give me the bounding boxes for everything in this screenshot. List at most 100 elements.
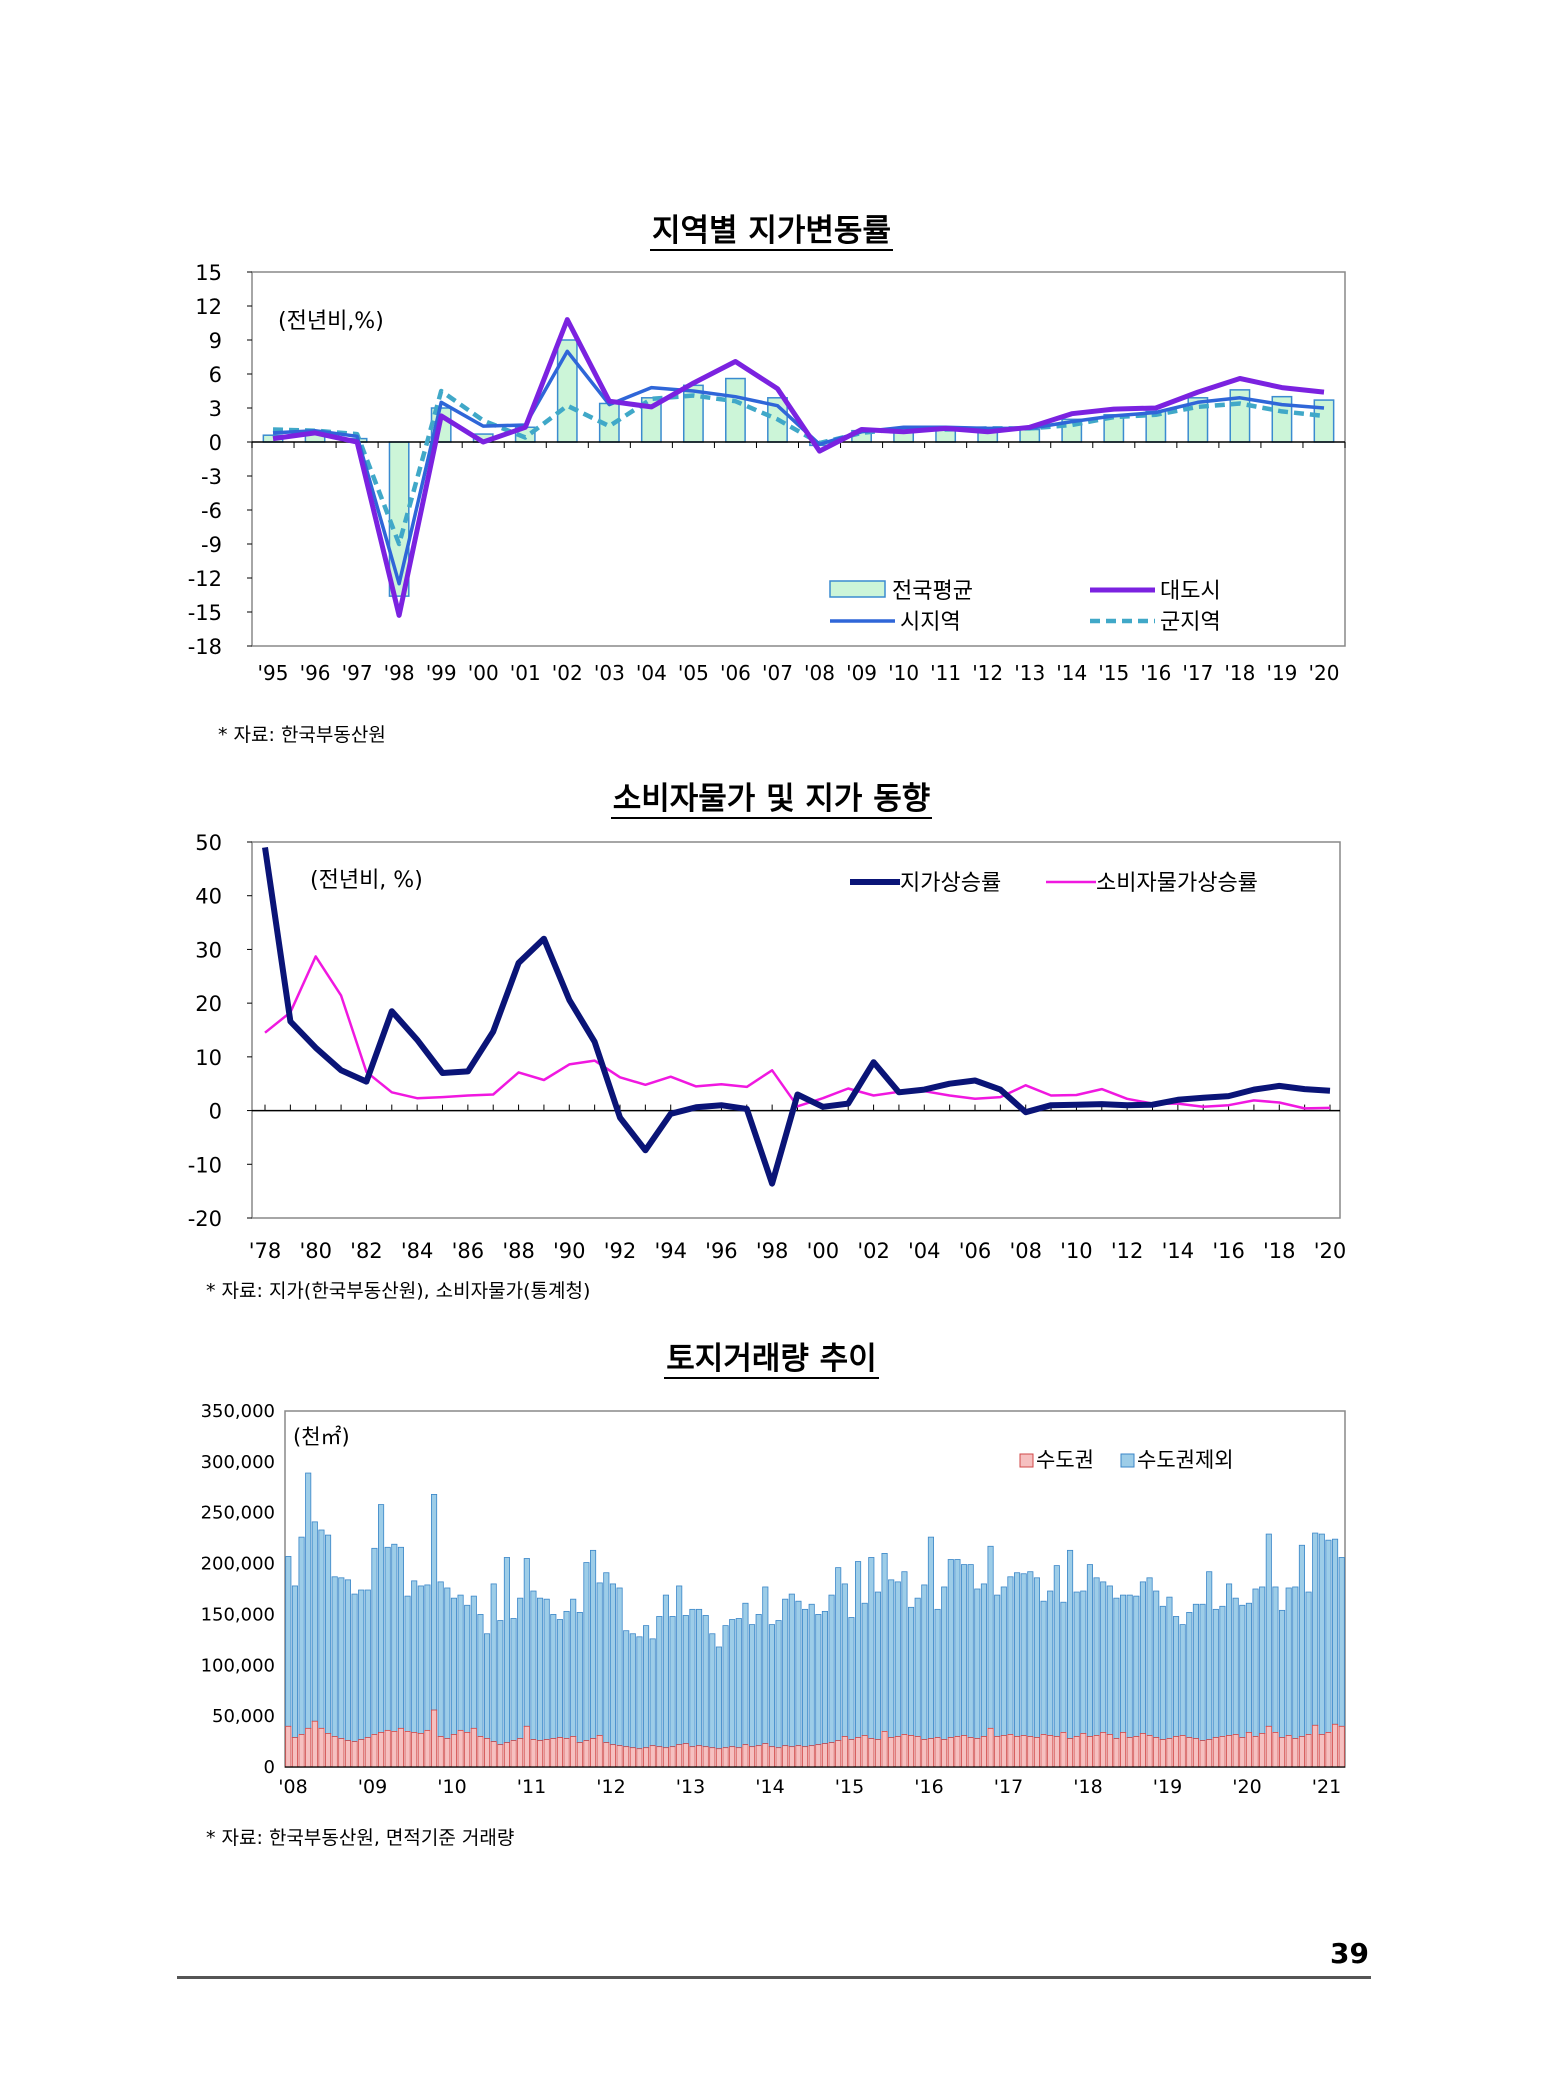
chart3-bar-non-metro xyxy=(656,1616,663,1748)
chart1-legend-swatch-national xyxy=(829,580,886,598)
chart3-bar-metro xyxy=(1325,1732,1332,1768)
chart3-bar-metro xyxy=(1298,1736,1305,1768)
chart2-y-tick-label: 20 xyxy=(195,992,222,1016)
chart3-bar-metro xyxy=(298,1734,305,1768)
chart3-bar-non-metro xyxy=(1040,1600,1047,1735)
chart2-y-tick-label: 50 xyxy=(195,831,222,855)
chart3-bar-metro xyxy=(1285,1735,1292,1768)
chart3-bar-non-metro xyxy=(643,1625,650,1749)
chart3-legend-label-non-metro: 수도권제외 xyxy=(1137,1448,1234,1472)
chart3-bar-non-metro xyxy=(1000,1586,1007,1736)
chart3-bar-non-metro xyxy=(855,1561,862,1738)
chart3-bar-non-metro xyxy=(868,1557,875,1739)
chart1-source: * 자료: 한국부동산원 xyxy=(218,724,386,746)
chart3-bar-non-metro xyxy=(709,1633,716,1749)
chart2-unit-note: (전년비, %) xyxy=(310,868,423,893)
chart3-bar-metro xyxy=(1252,1736,1259,1768)
chart3-bar-non-metro xyxy=(980,1583,987,1737)
chart3-bar-non-metro xyxy=(802,1608,809,1748)
chart3-bar-non-metro xyxy=(497,1620,504,1746)
chart3-bar-metro xyxy=(868,1738,875,1768)
chart1-legend-label-metro: 대도시 xyxy=(1160,579,1221,604)
chart3-bar-non-metro xyxy=(550,1614,557,1739)
chart3-bar-non-metro xyxy=(1305,1591,1312,1735)
chart3-bar-non-metro xyxy=(325,1534,332,1734)
chart3-bar-metro xyxy=(1166,1738,1173,1768)
chart2-x-tick-label: '00 xyxy=(807,1239,840,1263)
chart3-bar-non-metro xyxy=(901,1571,908,1735)
chart3-bar-non-metro xyxy=(768,1624,775,1748)
chart2-x-tick-label: '80 xyxy=(299,1239,332,1263)
chart3-bar-non-metro xyxy=(1332,1538,1339,1725)
chart3-bar-metro xyxy=(616,1745,623,1768)
chart3-bar-non-metro xyxy=(835,1567,842,1741)
chart3-bar-metro xyxy=(411,1732,418,1768)
chart3-bar-metro xyxy=(1100,1732,1107,1768)
chart3-bar-non-metro xyxy=(894,1581,901,1737)
chart3-bar-metro xyxy=(331,1736,338,1768)
chart3-bar-non-metro xyxy=(510,1618,517,1741)
chart1-y-tick-label: 0 xyxy=(209,431,222,455)
chart3-bar-non-metro xyxy=(715,1646,722,1750)
chart3-bar-metro xyxy=(662,1747,669,1768)
chart3-bar-metro xyxy=(1173,1736,1180,1768)
chart3-bar-non-metro xyxy=(1067,1549,1074,1739)
chart3-bar-metro xyxy=(974,1738,981,1768)
chart3-bar-non-metro xyxy=(1279,1609,1286,1738)
chart3-bar-metro xyxy=(1219,1736,1226,1768)
chart3-y-tick-label: 250,000 xyxy=(201,1503,275,1524)
chart3-bar-metro xyxy=(291,1737,298,1768)
chart3-legend-label-metro: 수도권 xyxy=(1036,1448,1094,1472)
chart2-x-tick-label: '94 xyxy=(654,1239,687,1263)
chart2-x-tick-label: '86 xyxy=(452,1239,485,1263)
chart1-legend-label-national: 전국평균 xyxy=(892,579,973,604)
chart3-bar-non-metro xyxy=(570,1598,577,1737)
chart3-bar-metro xyxy=(523,1725,530,1768)
chart3-y-tick-label: 100,000 xyxy=(201,1655,275,1676)
chart3-bar-metro xyxy=(537,1740,544,1768)
chart3-bar-metro xyxy=(344,1740,351,1768)
chart3-bar-non-metro xyxy=(762,1586,769,1745)
chart3-bar-non-metro xyxy=(490,1583,497,1742)
chart3-x-tick-label: '12 xyxy=(596,1776,625,1798)
chart3-bar-non-metro xyxy=(1219,1605,1226,1737)
chart3-bar-non-metro xyxy=(457,1594,464,1731)
chart3-unit-note: (천㎡) xyxy=(293,1425,350,1449)
chart3-bar-metro xyxy=(503,1742,510,1768)
footer-rule xyxy=(177,1976,1371,1979)
chart3-bar-non-metro xyxy=(503,1557,510,1743)
chart2-x-tick-label: '12 xyxy=(1111,1239,1144,1263)
chart3-bar-metro xyxy=(318,1727,325,1768)
chart3-bar-non-metro xyxy=(961,1564,968,1736)
chart3-bar-non-metro xyxy=(537,1597,544,1741)
chart3-bar-non-metro xyxy=(1133,1595,1140,1737)
chart3-bar-metro xyxy=(1033,1737,1040,1768)
chart3-bar-metro xyxy=(1080,1733,1087,1768)
chart3-bar-non-metro xyxy=(662,1594,669,1749)
chart3-bar-non-metro xyxy=(1073,1591,1080,1737)
chart2-x-tick-label: '92 xyxy=(604,1239,637,1263)
chart1-y-tick-label: 9 xyxy=(209,329,222,353)
chart3-bar-non-metro xyxy=(477,1614,484,1737)
chart3-bar-non-metro xyxy=(1239,1604,1246,1738)
chart1-x-tick-label: '01 xyxy=(510,661,541,685)
chart3-bar-non-metro xyxy=(444,1587,451,1739)
chart3-bar-metro xyxy=(1212,1737,1219,1768)
chart3-bar-non-metro xyxy=(285,1556,292,1727)
chart3-bar-non-metro xyxy=(629,1633,636,1749)
chart3-bar-metro xyxy=(676,1744,683,1768)
chart3-bar-metro xyxy=(881,1731,888,1768)
chart3-bar-metro xyxy=(669,1746,676,1768)
chart3-bar-metro xyxy=(530,1739,537,1768)
chart3-bar-non-metro xyxy=(828,1594,835,1743)
chart3-bar-non-metro xyxy=(1173,1616,1180,1737)
chart1-x-tick-label: '00 xyxy=(468,661,499,685)
chart3-bar-metro xyxy=(1027,1736,1034,1768)
chart3-bar-non-metro xyxy=(1106,1585,1113,1735)
chart3-bar-metro xyxy=(841,1736,848,1768)
chart3-bar-metro xyxy=(795,1745,802,1768)
chart3-bar-non-metro xyxy=(1126,1594,1133,1738)
chart3-bar-metro xyxy=(1146,1735,1153,1768)
chart3-bar-metro xyxy=(1245,1732,1252,1768)
chart3-x-tick-label: '19 xyxy=(1153,1776,1182,1798)
